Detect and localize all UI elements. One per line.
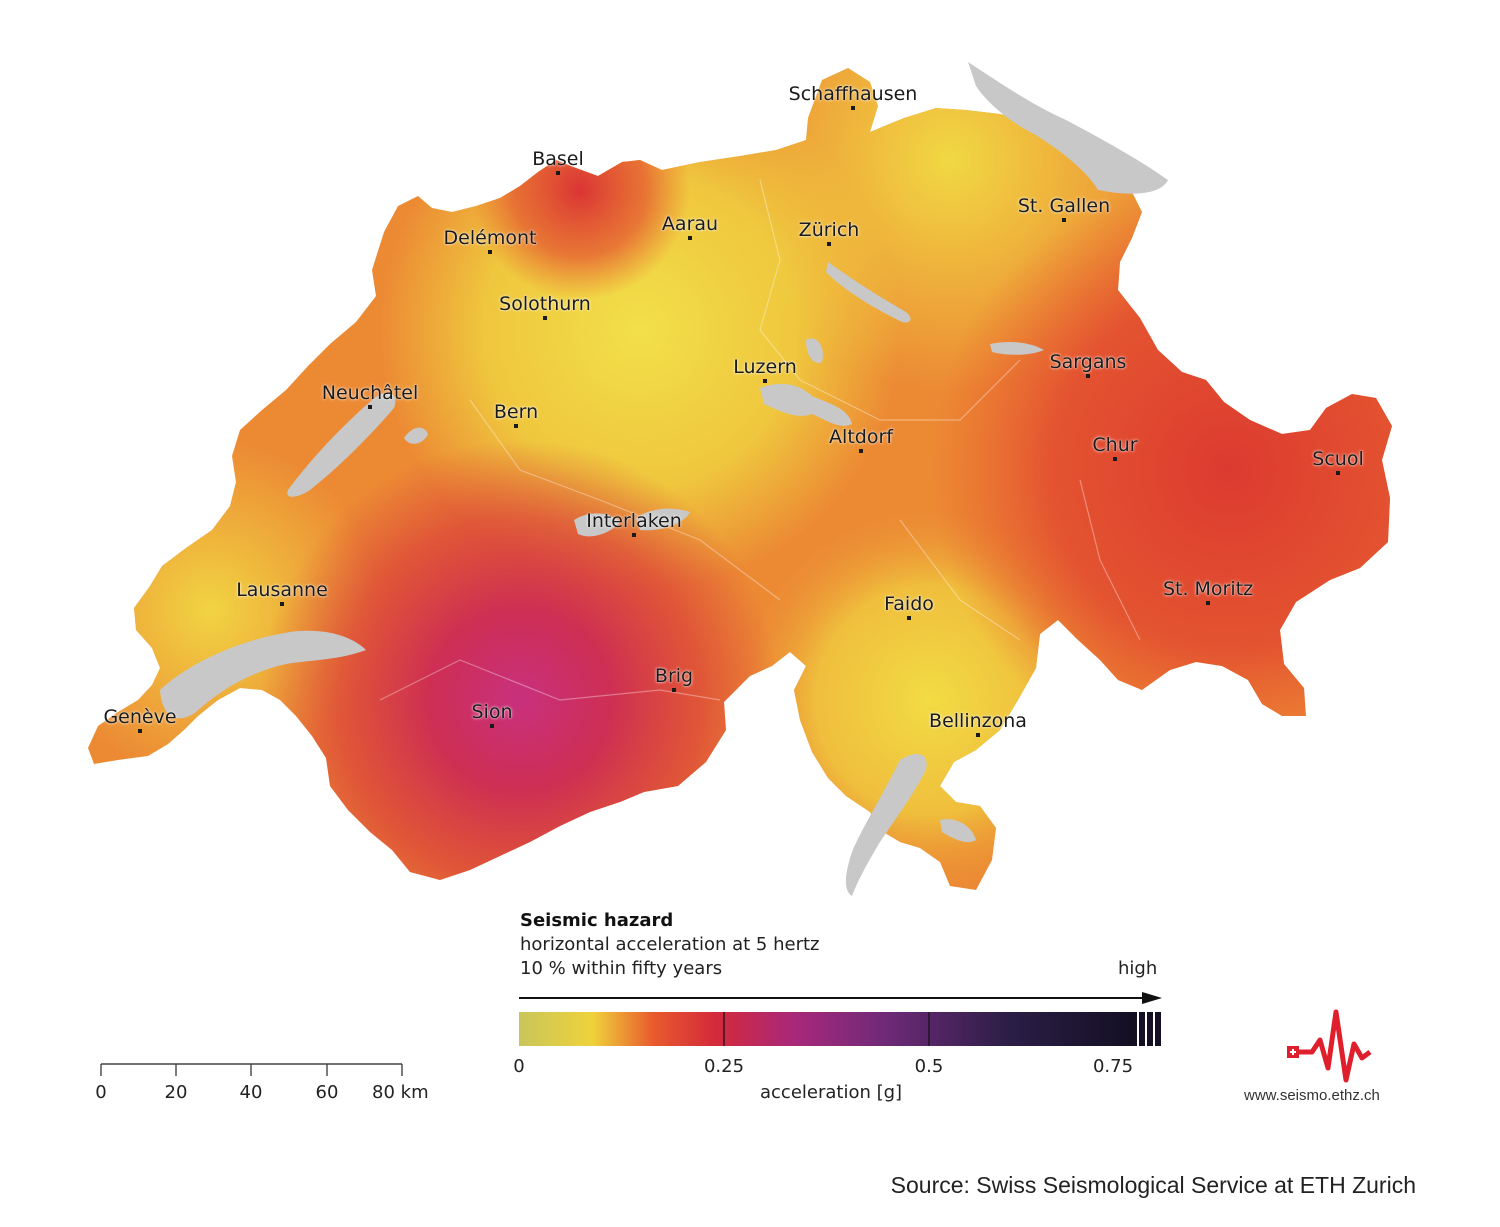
city-marker-zurich: [827, 242, 831, 246]
city-marker-solothurn: [543, 316, 547, 320]
lake-lucerne: [760, 383, 852, 426]
city-label-interlaken: Interlaken: [586, 510, 682, 532]
city-label-sion: Sion: [471, 701, 513, 723]
scale-tick-label: 40: [239, 1082, 263, 1103]
city-marker-st-moritz: [1206, 601, 1210, 605]
city-marker-neuchatel: [368, 405, 372, 409]
city-label-schaffhausen: Schaffhausen: [788, 83, 918, 105]
legend-color-bar: [519, 1012, 1131, 1046]
logo-url[interactable]: www.seismo.ethz.ch: [1244, 1087, 1380, 1104]
city-label-geneve: Genève: [103, 706, 177, 728]
scale-tick-label: 20: [164, 1082, 188, 1103]
city-marker-sion: [490, 724, 494, 728]
lake-geneva: [160, 630, 366, 719]
legend-tick-label: 0.25: [703, 1056, 745, 1077]
lake-zurich: [826, 262, 911, 323]
city-label-brig: Brig: [654, 665, 694, 687]
hazard-raster: [88, 68, 1392, 890]
city-label-bellinzona: Bellinzona: [929, 710, 1027, 732]
city-label-luzern: Luzern: [733, 356, 797, 378]
seismogram-logo-icon: [1287, 1009, 1372, 1083]
city-label-basel: Basel: [532, 148, 584, 170]
city-marker-bern: [514, 424, 518, 428]
scale-bar: [100, 1063, 403, 1076]
city-label-aarau: Aarau: [661, 213, 719, 235]
city-marker-bellinzona: [976, 733, 980, 737]
lake-zug: [806, 338, 823, 363]
city-marker-st-gallen: [1062, 218, 1066, 222]
scale-last-tick: 80: [372, 1082, 395, 1103]
city-marker-interlaken: [632, 533, 636, 537]
legend-tick-marks: [723, 1012, 1134, 1046]
city-label-sargans: Sargans: [1049, 351, 1127, 373]
city-label-neuchatel: Neuchâtel: [321, 382, 419, 404]
legend-tick-label: 0.5: [914, 1056, 944, 1077]
legend-high-label: high: [1118, 958, 1158, 979]
lake-constance: [968, 62, 1168, 194]
city-label-st-gallen: St. Gallen: [1017, 195, 1111, 217]
lake-brienz: [636, 508, 690, 531]
canton-boundaries: [379, 179, 1141, 701]
city-marker-lausanne: [280, 602, 284, 606]
city-label-altdorf: Altdorf: [829, 426, 893, 448]
legend-title: Seismic hazard: [520, 910, 674, 931]
legend-tick-label: 0: [513, 1056, 525, 1077]
city-label-bern: Bern: [493, 401, 539, 423]
city-marker-altdorf: [859, 449, 863, 453]
city-label-st-moritz: St. Moritz: [1162, 578, 1254, 600]
city-marker-faido: [907, 616, 911, 620]
city-marker-sargans: [1086, 374, 1090, 378]
city-marker-aarau: [688, 236, 692, 240]
legend-subtitle-2: 10 % within fifty years: [520, 958, 723, 979]
city-marker-geneve: [138, 729, 142, 733]
legend-arrow-head: [1142, 992, 1162, 1004]
legend-overflow-stripes: [1137, 1012, 1155, 1046]
lake-walen: [990, 342, 1044, 355]
city-label-chur: Chur: [1092, 434, 1138, 456]
lake-thun: [574, 513, 620, 537]
lake-maggiore: [845, 754, 927, 896]
city-label-solothurn: Solothurn: [499, 293, 591, 315]
lake-lugano: [940, 819, 976, 843]
city-label-lausanne: Lausanne: [236, 579, 328, 601]
legend-tick-label: 0.75: [1092, 1056, 1134, 1077]
legend-axis-label: acceleration [g]: [760, 1082, 903, 1103]
city-marker-scuol: [1336, 471, 1340, 475]
scale-tick-label: 0: [95, 1082, 107, 1103]
city-label-faido: Faido: [884, 593, 934, 615]
city-label-delemont: Delémont: [443, 227, 537, 249]
scale-tick-label: 60: [315, 1082, 339, 1103]
city-marker-luzern: [763, 379, 767, 383]
legend-subtitle-1: horizontal acceleration at 5 hertz: [520, 934, 820, 955]
source-credit: Source: Swiss Seismological Service at E…: [890, 1172, 1416, 1198]
lake-neuchatel: [287, 393, 396, 497]
scale-unit-label: 80 km: [372, 1082, 429, 1103]
city-marker-delemont: [488, 250, 492, 254]
city-marker-schaffhausen: [851, 106, 855, 110]
lakes: [160, 62, 1168, 896]
city-label-zurich: Zürich: [798, 219, 860, 241]
scale-unit: km: [400, 1082, 429, 1103]
city-marker-chur: [1113, 457, 1117, 461]
city-marker-brig: [672, 688, 676, 692]
lake-biel: [404, 427, 428, 444]
city-label-scuol: Scuol: [1312, 448, 1364, 470]
city-marker-basel: [556, 171, 560, 175]
